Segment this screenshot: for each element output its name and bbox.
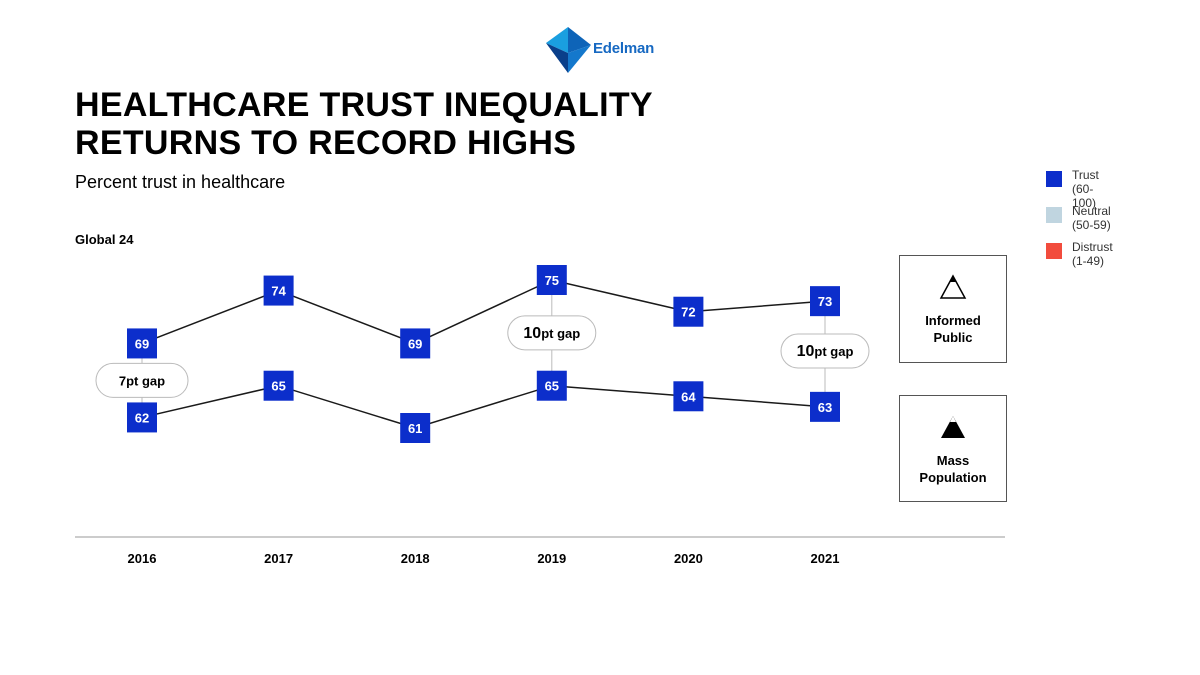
legend-range: (60-100) — [1072, 182, 1097, 210]
legend-label: Neutral — [1072, 204, 1111, 218]
x-tick-label: 2017 — [264, 551, 293, 566]
series-line-informed-public — [141, 279, 826, 345]
gap-label: 10pt gap — [797, 343, 854, 360]
gap-pill — [780, 333, 870, 369]
data-label: 73 — [818, 294, 832, 309]
informed-public-label-box: Informed Public — [899, 255, 1007, 363]
title-line: RETURNS TO RECORD HIGHS — [75, 124, 577, 162]
triangle-outline-icon — [939, 274, 967, 299]
data-point-marker — [810, 286, 840, 317]
data-point-marker — [263, 275, 294, 306]
gap-pill — [507, 315, 597, 351]
data-label: 65 — [545, 379, 559, 394]
data-label: 75 — [545, 273, 559, 288]
segment-label: Population — [919, 470, 987, 485]
title-line: HEALTHCARE TRUST INEQUALITY — [75, 86, 653, 124]
x-tick-label: 2019 — [537, 551, 566, 566]
legend-label: Distrust — [1072, 240, 1113, 254]
chart-subtitle: Percent trust in healthcare — [75, 172, 286, 192]
data-point-marker — [400, 413, 431, 443]
data-label: 69 — [135, 336, 149, 351]
data-point-marker — [810, 391, 840, 422]
series-line-mass-population — [141, 384, 826, 429]
x-tick-label: 2016 — [128, 551, 157, 566]
mass-population-label-box: Mass Population — [899, 395, 1007, 502]
gap-label: 10pt gap — [523, 325, 580, 342]
data-label: 69 — [408, 336, 422, 351]
gap-label: 7pt gap — [119, 373, 165, 388]
data-point-marker — [127, 402, 157, 433]
legend-range: (1-49) — [1072, 254, 1105, 268]
region-label: Global 24 — [75, 232, 134, 247]
data-label: 64 — [681, 389, 696, 404]
data-point-marker — [673, 381, 704, 412]
segment-label: Informed — [925, 313, 981, 328]
data-point-marker — [673, 296, 704, 327]
x-tick-label: 2020 — [674, 551, 703, 566]
data-point-marker — [536, 370, 567, 401]
data-label: 65 — [271, 379, 285, 394]
page-title: HEALTHCARE TRUST INEQUALITY RETURNS TO R… — [75, 86, 653, 162]
legend-label: Trust — [1072, 168, 1099, 182]
data-label: 61 — [408, 421, 422, 436]
legend-swatch — [1046, 207, 1062, 223]
data-label: 63 — [818, 400, 832, 415]
data-point-marker — [263, 370, 294, 401]
data-label: 74 — [271, 284, 286, 299]
segment-label: Mass — [936, 453, 970, 468]
x-tick-label: 2018 — [401, 551, 430, 566]
edelman-logo-icon — [546, 27, 591, 73]
data-point-marker — [536, 265, 567, 295]
edelman-logo: Edelman — [545, 27, 665, 73]
data-label: 62 — [135, 410, 149, 425]
gap-pill — [95, 362, 189, 398]
segment-label: Public — [933, 330, 973, 345]
legend-range: (50-59) — [1072, 218, 1111, 232]
legend-swatch — [1046, 171, 1062, 187]
triangle-filled-icon — [941, 416, 965, 438]
data-label: 72 — [681, 305, 695, 320]
data-point-marker — [127, 328, 157, 359]
x-tick-label: 2021 — [811, 551, 840, 566]
legend-swatch — [1046, 243, 1062, 259]
data-point-marker — [400, 328, 431, 359]
logo-text: Edelman — [593, 40, 655, 57]
